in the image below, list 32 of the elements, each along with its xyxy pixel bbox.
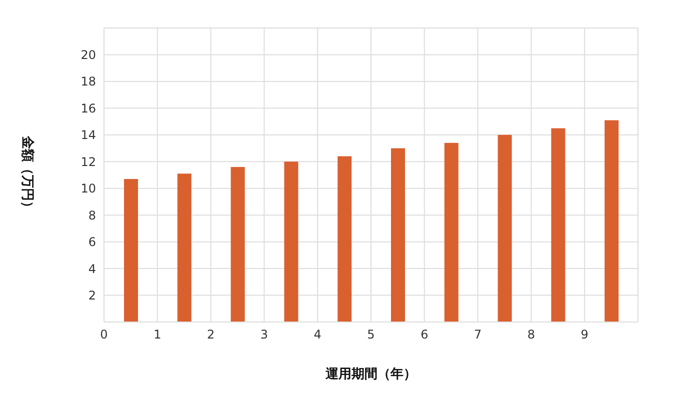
bar [604,120,619,322]
x-tick-label: 4 [314,328,322,342]
y-tick-label: 18 [80,74,96,89]
bar [124,179,138,322]
x-tick-label: 9 [580,328,588,342]
x-tick-label: 8 [527,328,536,342]
y-tick-label: 14 [80,128,96,142]
x-tick-label: 6 [420,328,428,342]
y-tick-label: 20 [80,48,96,62]
bar [177,174,192,322]
bar [338,156,352,322]
bar [444,142,458,322]
y-tick-label: 4 [88,262,96,276]
bar [551,128,566,322]
x-tick-label: 3 [260,328,268,342]
x-tick-label: 5 [367,328,375,342]
bar [391,148,405,322]
x-tick-label: 0 [100,328,108,342]
y-tick-label: 2 [88,288,96,303]
y-tick-label: 16 [80,101,96,116]
y-tick-label: 8 [88,208,96,222]
x-axis-title: 運用期間（年） [324,367,416,382]
y-tick-label: 12 [80,154,96,169]
y-tick-label: 10 [80,182,96,196]
x-tick-label: 1 [154,328,162,342]
x-tick-label: 2 [206,328,215,342]
x-tick-label: 7 [474,328,482,342]
bar [284,162,298,322]
bar [230,166,245,322]
bar [498,134,512,322]
y-tick-label: 6 [88,235,96,250]
y-axis-title: 金額（万円） [19,135,36,214]
